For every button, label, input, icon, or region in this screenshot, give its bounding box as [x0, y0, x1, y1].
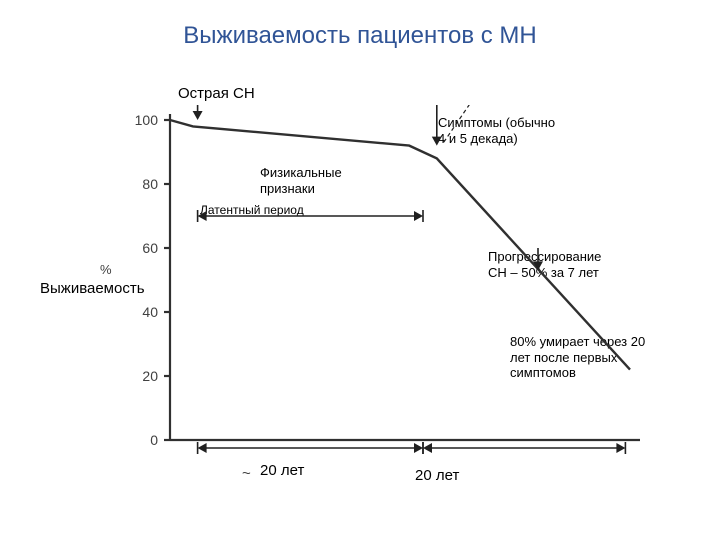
slide-title: Выживаемость пациентов с МН — [0, 22, 720, 50]
svg-text:80: 80 — [142, 176, 158, 192]
svg-text:40: 40 — [142, 304, 158, 320]
svg-text:0: 0 — [150, 432, 158, 448]
survival-chart: 0 20 40 60 80 100 — [115, 105, 665, 485]
slide-root: Выживаемость пациентов с МН Острая СН Фи… — [0, 0, 720, 540]
y-axis-percent: % — [100, 262, 112, 278]
svg-text:20: 20 — [142, 368, 158, 384]
svg-text:60: 60 — [142, 240, 158, 256]
label-acute-hf: Острая СН — [178, 85, 255, 103]
svg-text:100: 100 — [135, 112, 159, 128]
